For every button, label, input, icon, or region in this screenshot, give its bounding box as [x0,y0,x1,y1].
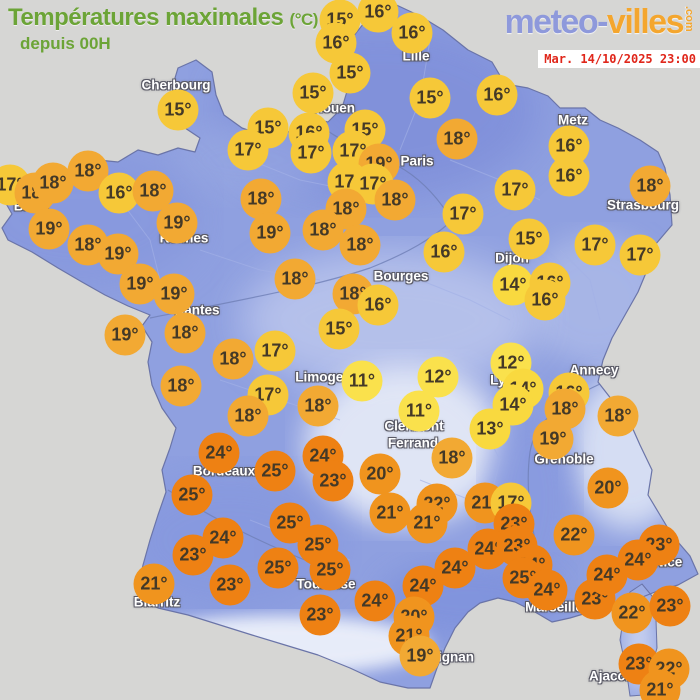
temp-marker: 18° [297,385,339,427]
temp-marker: 17° [290,132,332,174]
temp-marker: 19° [153,273,195,315]
temp-marker: 18° [629,165,671,207]
temp-marker: 25° [309,549,351,591]
temp-marker: 11° [398,390,440,432]
city-label-metz: Metz [558,112,588,128]
temp-marker: 18° [374,179,416,221]
temp-marker: 18° [227,395,269,437]
temp-marker: 17° [619,234,661,276]
temp-marker: 11° [341,360,383,402]
temp-marker: 16° [524,279,566,321]
logo-part-meteo: meteo- [504,3,608,41]
temp-marker: 16° [357,284,399,326]
temp-marker: 15° [318,308,360,350]
temp-marker: 15° [329,52,371,94]
temp-marker: 18° [431,437,473,479]
temp-marker: 18° [597,395,639,437]
temp-marker: 18° [339,224,381,266]
temp-marker: 23° [172,534,214,576]
temp-marker: 17° [227,129,269,171]
temp-marker: 18° [332,273,374,315]
temp-marker: 22° [611,592,653,634]
temp-marker: 18° [32,162,74,204]
temp-marker: 24° [354,580,396,622]
temp-marker: 19° [532,418,574,460]
temp-marker: 24° [198,432,240,474]
temp-marker: 17° [494,169,536,211]
title-unit: (°C) [289,10,319,29]
temp-marker: 22° [553,514,595,556]
temp-marker: 18° [274,258,316,300]
temp-marker: 18° [325,188,367,230]
temp-marker: 25° [171,474,213,516]
temp-marker: 19° [399,635,441,677]
temp-marker: 21° [369,492,411,534]
temp-marker: 23° [649,585,691,627]
temp-marker: 19° [156,202,198,244]
temp-marker: 24° [617,539,659,581]
temp-marker: 25° [254,450,296,492]
temp-marker: 16° [548,155,590,197]
temp-marker: 17° [574,224,616,266]
page-title: Températures maximales (°C) depuis 00H [8,4,318,54]
temp-marker: 13° [469,408,511,450]
temp-marker: 20° [359,453,401,495]
temp-marker: 18° [160,365,202,407]
temp-marker: 16° [391,12,433,54]
logo-tld: .com [683,6,695,32]
temp-marker: 18° [436,118,478,160]
logo-part-villes: villes [606,3,685,41]
temp-marker: 15° [508,218,550,260]
temp-marker: 21° [133,563,175,605]
temp-marker: 18° [212,338,254,380]
temp-marker: 21° [639,669,681,700]
city-label-annecy: Annecy [569,362,619,378]
temp-marker: 17° [442,193,484,235]
city-label-cherbourg: Cherbourg [141,77,211,93]
temp-marker: 19° [28,208,70,250]
temp-marker: 25° [297,524,339,566]
temp-marker: 25° [257,547,299,589]
temp-marker: 16° [423,231,465,273]
meteo-villes-logo: meteo-villes .com [504,2,695,42]
city-label-bourges: Bourges [373,268,429,284]
temp-marker: 15° [157,89,199,131]
temp-marker: 17° [254,330,296,372]
temp-marker: 19° [104,314,146,356]
temp-marker: 15° [292,72,334,114]
temp-marker: 24° [526,569,568,611]
map-timestamp: Mar. 14/10/2025 23:00 [538,50,700,68]
temp-marker: 23° [299,594,341,636]
temp-marker: 23° [312,460,354,502]
temp-marker: 15° [409,77,451,119]
temp-marker: 16° [476,74,518,116]
city-label-paris: Paris [400,153,434,169]
city-label-limoges: Limoges [295,369,351,385]
title-text: Températures maximales [8,4,284,31]
temp-marker: 20° [587,467,629,509]
temp-marker: 19° [249,212,291,254]
temp-marker: 21° [406,502,448,544]
city-label-ferrand: Ferrand [387,435,439,451]
title-subtitle: depuis 00H [20,34,111,53]
temp-marker: 18° [164,312,206,354]
temp-marker: 18° [302,209,344,251]
temp-marker: 23° [209,564,251,606]
